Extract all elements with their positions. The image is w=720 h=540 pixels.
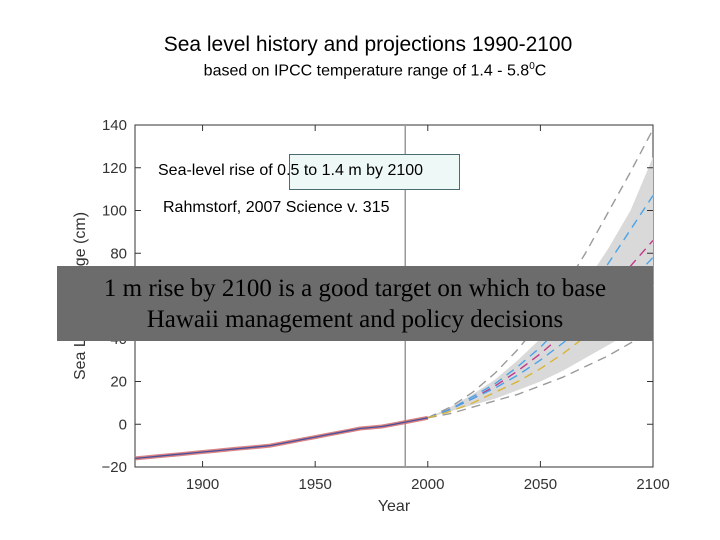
highlight-box bbox=[289, 154, 460, 190]
subtitle-unit: C bbox=[534, 62, 547, 80]
citation-annotation: Rahmstorf, 2007 Science v. 315 bbox=[163, 199, 390, 216]
x-tick-label: 1950 bbox=[298, 476, 331, 493]
target-banner: 1 m rise by 2100 is a good target on whi… bbox=[57, 266, 653, 341]
y-tick-label: 120 bbox=[102, 160, 127, 177]
chart-title: Sea level history and projections 1990-2… bbox=[163, 33, 573, 56]
subtitle-superscript: 0 bbox=[529, 61, 535, 72]
observed-smoothed-series bbox=[134, 417, 428, 460]
banner-line-2: Hawaii management and policy decisions bbox=[146, 306, 564, 333]
x-tick-label: 2000 bbox=[411, 476, 444, 493]
x-tick-label: 2100 bbox=[636, 476, 669, 493]
y-tick-label: 80 bbox=[110, 245, 127, 262]
x-axis-label: Year bbox=[378, 498, 411, 515]
banner-line-1: 1 m rise by 2100 is a good target on whi… bbox=[103, 275, 607, 302]
range-highlight: 0.5 to 1.4 m by 2100 bbox=[277, 162, 424, 179]
subtitle-text: based on IPCC temperature range of 1.4 -… bbox=[203, 62, 530, 80]
y-tick-label: −20 bbox=[102, 459, 127, 476]
x-tick-label: 1900 bbox=[186, 476, 219, 493]
projection-series bbox=[427, 329, 654, 419]
sea-level-range-annotation: Sea-level rise of 0.5 to 1.4 m by 2100 bbox=[158, 162, 423, 180]
y-tick-label: 100 bbox=[102, 203, 127, 220]
chart-subtitle: based on IPCC temperature range of 1.4 -… bbox=[0, 61, 720, 80]
range-prefix: Sea-level rise of bbox=[158, 162, 278, 179]
x-tick-label: 2050 bbox=[524, 476, 557, 493]
y-tick-label: 0 bbox=[119, 416, 127, 433]
y-tick-label: 20 bbox=[110, 374, 127, 391]
projection-series bbox=[427, 128, 654, 419]
y-tick-label: 140 bbox=[102, 117, 127, 134]
